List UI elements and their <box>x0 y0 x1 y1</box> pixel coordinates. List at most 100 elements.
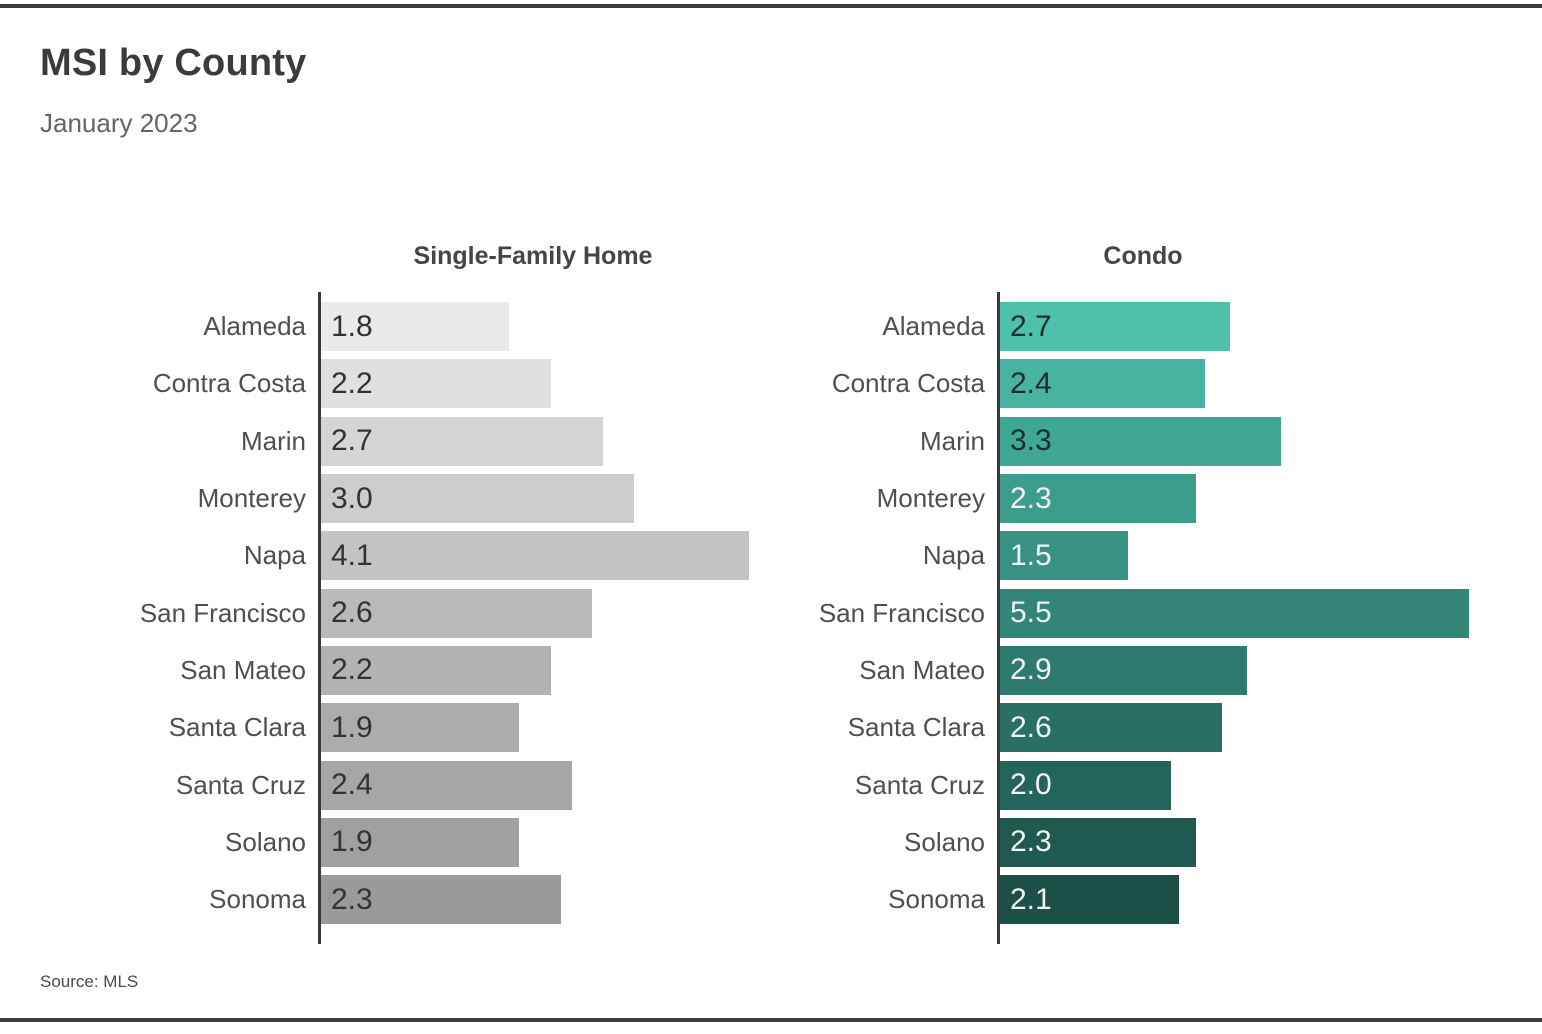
bar-single-family-solano: 1.9 <box>321 817 520 867</box>
bar-condo-san-francisco: 5.5 <box>1000 588 1469 638</box>
bar-single-family-santa-clara: 1.9 <box>321 703 520 753</box>
bar-value-label: 2.9 <box>1010 653 1052 687</box>
table-row: Napa 1.5 <box>775 527 1542 584</box>
bar-value-label: 3.3 <box>1010 424 1052 458</box>
county-label: San Francisco <box>818 597 985 628</box>
county-label: Santa Cruz <box>175 769 306 800</box>
source-note: Source: MLS <box>40 972 139 991</box>
bar-value-label: 2.7 <box>1010 309 1052 343</box>
table-row: Marin 3.3 <box>775 413 1542 470</box>
bar-value-label: 2.6 <box>331 596 373 630</box>
table-row: Sonoma 2.3 <box>0 871 775 928</box>
top-divider-line <box>0 4 1542 8</box>
bar-single-family-monterey: 3.0 <box>321 474 635 524</box>
table-row: Santa Cruz 2.0 <box>775 756 1542 813</box>
county-label: Contra Costa <box>831 368 985 399</box>
county-label: Monterey <box>197 483 306 514</box>
bar-condo-san-mateo: 2.9 <box>1000 645 1248 695</box>
bar-value-label: 1.5 <box>1010 538 1052 572</box>
table-row: Contra Costa 2.4 <box>775 355 1542 412</box>
bar-single-family-contra-costa: 2.2 <box>321 359 551 409</box>
page-title: MSI by County <box>40 42 307 84</box>
county-label: San Mateo <box>859 654 985 685</box>
bar-single-family-marin: 2.7 <box>321 416 603 466</box>
bar-value-label: 2.2 <box>331 653 373 687</box>
table-row: San Mateo 2.2 <box>0 642 775 699</box>
bar-value-label: 2.0 <box>1010 768 1052 802</box>
bar-value-label: 1.8 <box>331 309 373 343</box>
county-label: San Francisco <box>139 597 306 628</box>
table-row: Contra Costa 2.2 <box>0 355 775 412</box>
bar-value-label: 2.7 <box>331 424 373 458</box>
county-label: Santa Clara <box>847 712 985 743</box>
bar-value-label: 2.6 <box>1010 710 1052 744</box>
bar-value-label: 2.1 <box>1010 882 1052 916</box>
table-row: Santa Clara 1.9 <box>0 699 775 756</box>
county-label: Alameda <box>203 311 306 342</box>
table-row: San Francisco 5.5 <box>775 584 1542 641</box>
bar-condo-contra-costa: 2.4 <box>1000 359 1205 409</box>
county-label: Marin <box>919 425 985 456</box>
county-label: Napa <box>922 540 985 571</box>
charts-row: Single-Family Home Alameda 1.8 Contra Co… <box>0 240 1542 945</box>
table-row: Solano 2.3 <box>775 814 1542 871</box>
county-label: Sonoma <box>209 884 306 915</box>
plot-area-single-family-home: Alameda 1.8 Contra Costa 2.2 Marin 2.7 M… <box>0 292 775 945</box>
bar-single-family-santa-cruz: 2.4 <box>321 760 572 810</box>
chart-single-family-home: Single-Family Home Alameda 1.8 Contra Co… <box>0 240 775 945</box>
county-label: Monterey <box>876 483 985 514</box>
table-row: Solano 1.9 <box>0 814 775 871</box>
table-row: San Mateo 2.9 <box>775 642 1542 699</box>
bar-value-label: 2.3 <box>1010 825 1052 859</box>
bottom-divider-line <box>0 1018 1542 1022</box>
county-label: San Mateo <box>180 654 306 685</box>
page-subtitle: January 2023 <box>40 108 198 138</box>
bar-condo-solano: 2.3 <box>1000 817 1197 867</box>
chart-condo: Condo Alameda 2.7 Contra Costa 2.4 Marin… <box>775 240 1542 945</box>
y-axis-line <box>318 292 321 945</box>
bar-value-label: 3.0 <box>331 481 373 515</box>
bar-condo-marin: 3.3 <box>1000 416 1282 466</box>
bar-condo-alameda: 2.7 <box>1000 302 1231 352</box>
table-row: Monterey 2.3 <box>775 470 1542 527</box>
county-label: Contra Costa <box>152 368 306 399</box>
table-row: San Francisco 2.6 <box>0 584 775 641</box>
plot-area-condo: Alameda 2.7 Contra Costa 2.4 Marin 3.3 M… <box>775 292 1542 945</box>
county-label: Sonoma <box>888 884 985 915</box>
bar-single-family-san-mateo: 2.2 <box>321 645 551 695</box>
county-label: Napa <box>243 540 306 571</box>
county-label: Santa Clara <box>168 712 306 743</box>
table-row: Sonoma 2.1 <box>775 871 1542 928</box>
bar-single-family-san-francisco: 2.6 <box>321 588 593 638</box>
bar-value-label: 4.1 <box>331 538 373 572</box>
bar-condo-santa-cruz: 2.0 <box>1000 760 1171 810</box>
table-row: Alameda 2.7 <box>775 298 1542 355</box>
bar-value-label: 5.5 <box>1010 596 1052 630</box>
table-row: Santa Clara 2.6 <box>775 699 1542 756</box>
bar-value-label: 2.2 <box>331 366 373 400</box>
bar-single-family-alameda: 1.8 <box>321 302 509 352</box>
bar-single-family-sonoma: 2.3 <box>321 875 562 925</box>
chart-title-single-family-home: Single-Family Home <box>413 242 653 270</box>
table-row: Santa Cruz 2.4 <box>0 756 775 813</box>
chart-title-condo: Condo <box>1103 242 1183 270</box>
county-label: Alameda <box>882 311 985 342</box>
county-label: Santa Cruz <box>854 769 985 800</box>
bar-value-label: 1.9 <box>331 825 373 859</box>
county-label: Marin <box>240 425 306 456</box>
bar-condo-sonoma: 2.1 <box>1000 875 1180 925</box>
bar-value-label: 2.3 <box>1010 481 1052 515</box>
bar-value-label: 2.4 <box>331 768 373 802</box>
bar-single-family-napa: 4.1 <box>321 531 749 581</box>
bar-condo-santa-clara: 2.6 <box>1000 703 1222 753</box>
county-label: Solano <box>225 826 306 857</box>
table-row: Monterey 3.0 <box>0 470 775 527</box>
bar-value-label: 2.3 <box>331 882 373 916</box>
table-row: Marin 2.7 <box>0 413 775 470</box>
bar-value-label: 1.9 <box>331 710 373 744</box>
table-row: Alameda 1.8 <box>0 298 775 355</box>
bar-value-label: 2.4 <box>1010 366 1052 400</box>
county-label: Solano <box>904 826 985 857</box>
table-row: Napa 4.1 <box>0 527 775 584</box>
